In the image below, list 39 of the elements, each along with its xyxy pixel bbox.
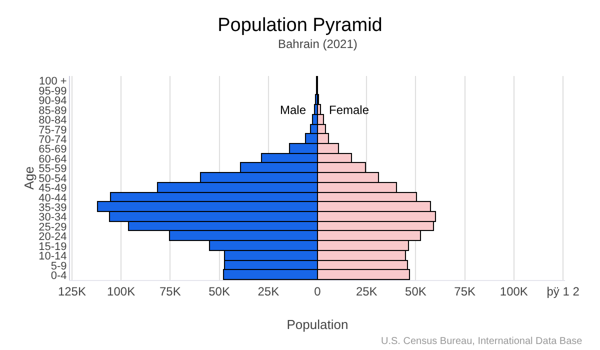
series-label: Male — [280, 103, 306, 117]
y-tick-label: 45-49 — [38, 182, 67, 195]
y-tick-label: 85-89 — [38, 104, 67, 117]
chart-subtitle: Bahrain (2021) — [278, 37, 358, 51]
x-tick-label: 50K — [405, 284, 426, 298]
y-tick-label: 5-9 — [50, 260, 67, 272]
y-tick-label: 35-39 — [38, 202, 67, 214]
chart-title: Population Pyramid — [218, 14, 382, 36]
x-tick-label: 75K — [160, 284, 181, 298]
y-tick-label: 100 + — [38, 76, 67, 88]
y-tick-label: 90-94 — [38, 95, 67, 108]
x-axis-title: Population — [286, 317, 348, 332]
x-tick-label: 50K — [208, 284, 230, 298]
y-tick-label: 80-84 — [38, 114, 67, 127]
y-tick-label: 40-44 — [38, 192, 67, 204]
y-tick-label: 50-54 — [38, 172, 67, 185]
x-tick-label: þÿ 1 2 — [546, 284, 580, 298]
y-tick-label: 10-14 — [38, 250, 67, 263]
y-tick-label: 30-34 — [38, 212, 67, 224]
x-tick-label: 100K — [500, 284, 528, 298]
x-tick-label: 100K — [107, 284, 136, 298]
text: U.S. Census Bureau, International Data Base — [381, 336, 583, 347]
y-axis-title: Age — [22, 166, 37, 190]
y-tick-label: 75-79 — [38, 124, 67, 136]
y-tick-label: 20-24 — [38, 231, 67, 244]
y-tick-label: 70-74 — [38, 134, 67, 146]
series-label: Female — [329, 103, 370, 117]
y-tick-label: 95-99 — [38, 85, 67, 98]
y-tick-label: 55-59 — [38, 163, 67, 176]
x-tick-label: 0 — [314, 284, 322, 298]
y-tick-label: 60-64 — [38, 153, 67, 166]
x-tick-label: 125K — [58, 284, 86, 298]
y-tick-label: 25-29 — [38, 221, 67, 234]
y-tick-label: 15-19 — [38, 240, 67, 253]
x-tick-label: 25K — [258, 284, 280, 298]
y-tick-label: 0-4 — [50, 270, 67, 282]
y-tick-label: 65-69 — [38, 144, 67, 156]
x-tick-label: 25K — [356, 284, 378, 298]
x-tick-label: 75K — [454, 284, 476, 298]
